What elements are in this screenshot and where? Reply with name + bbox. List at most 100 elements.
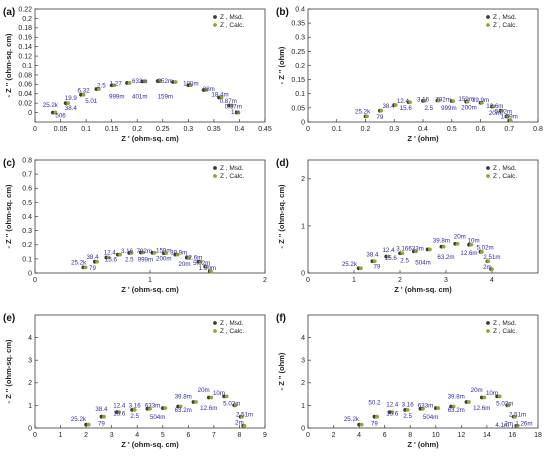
y-tick-label: 0.8 (22, 157, 32, 164)
frequency-annotation: 3.16 (121, 248, 134, 255)
calculated-point (236, 110, 241, 115)
calculated-point (400, 251, 405, 256)
frequency-annotation: 39.9m (472, 97, 489, 104)
x-tick-label: 0.1 (332, 126, 342, 133)
x-tick-label: 0 (306, 432, 310, 439)
calculated-point (405, 408, 410, 412)
y-tick-label: 0.18 (18, 25, 32, 32)
frequency-annotation: 15.6 (113, 411, 126, 418)
frequency-annotation: 504m (415, 260, 430, 267)
calculated-point (451, 404, 456, 409)
legend-entry: Z , Calc. (493, 328, 517, 335)
x-tick-label: 18 (534, 432, 542, 439)
frequency-annotation: 6.32 (78, 87, 91, 94)
y-tick-label: 2 (301, 176, 305, 183)
y-tick-label: 1 (28, 403, 32, 410)
calculated-point (375, 414, 379, 419)
calculated-point (506, 403, 511, 408)
x-tick-label: 2 (84, 432, 88, 439)
panel-label: (a) (3, 7, 15, 18)
x-tick-label: 7 (212, 432, 216, 439)
frequency-annotation: 12.6m (473, 405, 490, 412)
calculated-point (390, 410, 395, 415)
frequency-annotation: 38.4 (65, 105, 78, 112)
x-tick-label: 1 (59, 432, 63, 439)
calculated-point (379, 108, 384, 113)
y-tick-label: 0.5 (22, 200, 32, 207)
y-tick-label: 0.02 (18, 101, 32, 108)
calculated-point (204, 264, 209, 269)
calculated-point (158, 79, 163, 83)
y-tick-label: 0.16 (18, 35, 32, 42)
panel-label: (d) (276, 158, 289, 169)
frequency-annotation: 0.87m (220, 98, 237, 105)
frequency-annotation: 79 (98, 421, 105, 428)
y-tick-label: 0.04 (18, 91, 32, 98)
legend-entry: Z , Calc. (220, 328, 244, 335)
calculated-point (194, 400, 198, 404)
frequency-annotation: 200m (461, 104, 476, 111)
x-tick-label: 0 (306, 126, 310, 133)
y-tick-label: 0 (28, 110, 32, 117)
calculated-point (491, 104, 496, 109)
calculated-point (372, 259, 377, 264)
x-tick-label: 0 (33, 126, 37, 133)
legend-marker (486, 321, 490, 325)
legend-entry: Z , Msd. (493, 165, 517, 172)
y-tick-label: 0.1 (22, 63, 32, 70)
x-tick-label: 0.25 (156, 126, 170, 133)
frequency-annotation: 1.59m (501, 114, 518, 121)
y-tick-label: 4 (28, 335, 32, 342)
frequency-annotation: 633m (145, 403, 160, 410)
x-tick-label: 4 (357, 432, 361, 439)
frequency-annotation: 2.5 (125, 257, 134, 264)
y-tick-label: 0.08 (18, 72, 32, 79)
x-tick-label: 0.3 (389, 126, 399, 133)
x-tick-label: 0.5 (447, 126, 457, 133)
x-tick-label: 4 (490, 277, 494, 284)
calculated-point (508, 118, 513, 123)
x-tick-label: 0.15 (105, 126, 119, 133)
calculated-point (81, 92, 86, 97)
frequency-annotation: 12.4 (382, 247, 395, 254)
x-tick-label: 0.7 (504, 126, 514, 133)
frequency-annotation: 633m (418, 403, 433, 410)
x-tick-label: 0.6 (476, 126, 486, 133)
x-tick-label: 2 (332, 432, 336, 439)
plot-frame (34, 159, 266, 274)
frequency-annotation: 159m (158, 93, 173, 100)
panel-label: (c) (3, 158, 15, 169)
x-tick-label: 12 (457, 432, 465, 439)
frequency-annotation: 792m (435, 97, 450, 104)
calculated-point (66, 101, 71, 106)
frequency-annotation: 3.16 (417, 97, 430, 104)
frequency-annotation: 200m (156, 255, 171, 262)
y-tick-label: 0.35 (291, 21, 305, 28)
calculated-point (359, 422, 364, 427)
frequency-annotation: 1.27 (110, 80, 123, 87)
legend-marker (486, 23, 490, 27)
frequency-annotation: 2.5 (424, 105, 433, 112)
x-tick-label: 9 (263, 432, 267, 439)
frequency-annotation: 3.16 (402, 402, 415, 409)
y-tick-label: 2 (301, 380, 305, 387)
x-tick-label: 0.1 (81, 126, 91, 133)
x-tick-label: 8 (408, 432, 412, 439)
frequency-annotation: 999m (138, 257, 153, 264)
calculated-point (229, 103, 234, 108)
x-axis-label: Z ' (ohm-sq. cm) (121, 134, 179, 143)
x-tick-label: 5 (161, 432, 165, 439)
frequency-annotation: 63.2m (175, 407, 192, 414)
calculated-point (86, 422, 91, 427)
legend-marker (213, 166, 217, 170)
calculated-point (233, 403, 238, 408)
frequency-annotation: 1m (231, 109, 240, 116)
calculated-point (188, 83, 193, 88)
chart-panel: 0 0.1 0.2 0.3 0.4 0.5 0.6 0.7 0.8 0 0.05 0.1 0.15 0.2… (276, 6, 543, 143)
calculated-point (53, 110, 58, 115)
calculated-point (129, 251, 134, 255)
x-tick-label: 16 (509, 432, 517, 439)
x-tick-label: 3 (110, 432, 114, 439)
y-tick-label: 0 (301, 425, 305, 432)
